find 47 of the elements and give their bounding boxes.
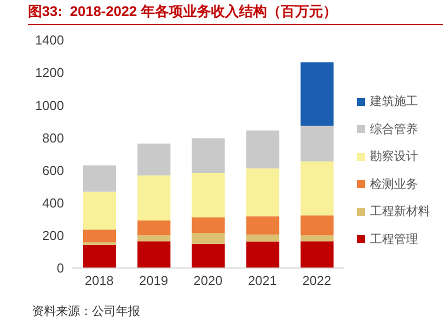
y-tick-label: 1000 [35, 98, 64, 113]
bar [192, 173, 225, 218]
bar [300, 235, 334, 242]
legend-label: 勘察设计 [370, 148, 418, 166]
bar [137, 241, 170, 268]
legend-label: 工程新材料 [370, 203, 430, 220]
y-tick-label: 0 [56, 260, 64, 276]
bar [300, 241, 334, 268]
bar [83, 192, 116, 230]
y-tick-label: 400 [42, 195, 64, 210]
chart-title: 图33: 2018-2022 年各项业务收入结构（百万元） [28, 3, 443, 25]
bar [137, 220, 170, 236]
x-tick-label: 2020 [194, 273, 222, 288]
legend-label: 综合管养 [370, 120, 418, 138]
bar [246, 216, 280, 235]
bar [246, 242, 280, 268]
bar [300, 126, 334, 162]
bar [137, 175, 170, 220]
bar [246, 168, 280, 216]
bar [246, 130, 280, 168]
bar [83, 165, 116, 192]
bar [83, 230, 116, 242]
legend-label: 建筑施工 [370, 93, 418, 110]
bar [137, 144, 170, 176]
x-tick-label: 2022 [302, 273, 332, 288]
bar [192, 244, 225, 268]
y-tick-label: 800 [42, 130, 64, 146]
legend-label: 工程管理 [370, 230, 418, 248]
y-tick-label: 1400 [35, 32, 64, 48]
y-tick-label: 1200 [35, 65, 64, 80]
bar [83, 244, 116, 268]
bar [300, 161, 334, 216]
legend-label: 检测业务 [370, 176, 418, 193]
x-tick-label: 2018 [84, 273, 114, 288]
bar [192, 138, 225, 174]
bar [246, 234, 280, 242]
x-tick-label: 2019 [139, 273, 168, 288]
y-tick-label: 200 [42, 228, 64, 244]
bar [192, 217, 225, 234]
bar [83, 242, 116, 245]
text: 资料来源：公司年报 [32, 303, 140, 320]
x-tick-label: 2021 [248, 273, 277, 288]
bar [300, 62, 334, 126]
y-tick-label: 600 [42, 162, 64, 178]
bar [192, 233, 225, 244]
bar [137, 235, 170, 242]
bar [300, 216, 334, 236]
